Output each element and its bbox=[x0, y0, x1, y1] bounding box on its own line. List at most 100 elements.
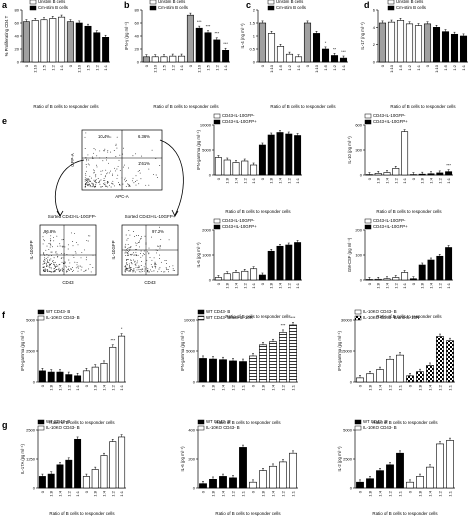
x-tick-label: 1:5 bbox=[206, 64, 211, 70]
bar-e3-s0-4 bbox=[250, 268, 258, 281]
x-tick-label: 1:2 bbox=[388, 490, 393, 496]
significance-mark: *** bbox=[197, 19, 202, 24]
bar-g2-s1-0 bbox=[249, 481, 257, 489]
bar-f3-s1-3 bbox=[436, 336, 444, 383]
y-tick-label: 2500 bbox=[343, 457, 353, 462]
x-tick-label: 1:2 bbox=[170, 64, 175, 70]
y-axis-label: IFN-γ (pg ml⁻¹) bbox=[124, 21, 129, 50]
bar-d-s1-2 bbox=[441, 31, 450, 63]
legend-label: Cm-stim B cells bbox=[396, 5, 426, 10]
bar-g2-s1-4 bbox=[289, 452, 297, 489]
bar-b-s1-2 bbox=[204, 32, 212, 63]
bar-e4-s1-4 bbox=[445, 247, 453, 281]
bar-g1-s1-3 bbox=[109, 441, 117, 489]
legend-swatch bbox=[213, 218, 221, 224]
legend-swatch bbox=[267, 5, 275, 11]
x-axis-label: Ratio of B cells to responder cells bbox=[372, 511, 438, 516]
x-tick-label: 1:8 bbox=[269, 282, 274, 288]
bar-g3-s0-1 bbox=[366, 478, 374, 489]
bar-b-s1-4 bbox=[222, 49, 230, 63]
y-axis-label: IL-2 (pg ml⁻¹) bbox=[337, 446, 342, 472]
bar-g1-s0-4 bbox=[74, 438, 82, 489]
legend-swatch bbox=[197, 315, 205, 321]
x-tick-label: 1:2 bbox=[286, 282, 291, 288]
bar-g3-s0-2 bbox=[376, 470, 384, 489]
x-tick-label: 1:4 bbox=[58, 384, 63, 390]
x-tick-label: 1:1 bbox=[251, 177, 256, 183]
bar-e3-s1-2 bbox=[276, 245, 284, 281]
bar-b-s0-1 bbox=[151, 56, 159, 63]
bar-e2-s1-4 bbox=[445, 171, 453, 176]
bar-e2-s0-4 bbox=[401, 131, 409, 176]
bar-d-s0-1 bbox=[387, 21, 396, 63]
significance-mark: *** bbox=[291, 315, 296, 320]
bar-d-s1-1 bbox=[432, 27, 441, 63]
bar-a-s0-0 bbox=[22, 21, 30, 63]
bar-a-s0-4 bbox=[58, 16, 66, 63]
significance-mark: *** bbox=[281, 322, 286, 327]
x-tick-label: 1:2 bbox=[393, 282, 398, 288]
bar-e1-s1-0 bbox=[258, 144, 266, 176]
legend-swatch bbox=[37, 425, 45, 431]
y-axis-label: IL-10 (pg ml⁻¹) bbox=[347, 136, 352, 164]
x-tick-label: 1:8 bbox=[93, 490, 98, 496]
bar-g3-s1-3 bbox=[436, 443, 444, 489]
x-axis-label: Ratio of B cells to responder cells bbox=[372, 420, 438, 425]
bar-e1-s1-2 bbox=[276, 132, 284, 176]
x-tick-label: 1:1 bbox=[402, 177, 407, 183]
x-tick-label: 0 bbox=[260, 177, 265, 180]
bar-g1-s1-4 bbox=[118, 436, 126, 489]
legend-label: CD43-IL-10GFP- bbox=[373, 113, 406, 118]
y-tick-label: 80 bbox=[135, 8, 140, 13]
bar-f3-s1-4 bbox=[446, 340, 454, 383]
y-tick-label: 0 bbox=[137, 60, 140, 65]
x-tick-label: 1:2 bbox=[438, 490, 443, 496]
legend-label: CD43-IL-10GFP- bbox=[222, 113, 255, 118]
bar-b-s0-3 bbox=[169, 55, 177, 63]
bar-c-s0-3 bbox=[285, 53, 294, 63]
flow-ylabel: IL-10GFP bbox=[111, 240, 116, 259]
x-tick-label: 1:4 bbox=[58, 490, 63, 496]
bar-e2-s1-1 bbox=[418, 173, 426, 176]
x-tick-label: 1:4 bbox=[385, 177, 390, 183]
x-tick-label: 0 bbox=[358, 490, 363, 493]
x-tick-label: 0 bbox=[216, 282, 221, 285]
y-tick-label: 5000 bbox=[186, 349, 196, 354]
y-tick-label: 100 bbox=[355, 253, 362, 258]
bar-f2-s0-1 bbox=[209, 358, 217, 383]
significance-mark: *** bbox=[446, 163, 451, 168]
legend-label: CD43+IL-10GFP+ bbox=[373, 224, 408, 229]
x-tick-label: 1:1 bbox=[398, 384, 403, 390]
bar-g2-s0-1 bbox=[209, 478, 217, 489]
x-tick-label: 1:5 bbox=[42, 64, 47, 70]
x-tick-label: 1:4 bbox=[429, 177, 434, 183]
legend-swatch bbox=[213, 113, 221, 119]
bar-f1-s0-2 bbox=[56, 371, 64, 383]
bar-f1-s0-1 bbox=[47, 371, 55, 383]
bar-e1-s1-1 bbox=[267, 134, 275, 176]
bar-e4-s0-3 bbox=[392, 277, 400, 281]
x-tick-label: 0 bbox=[260, 282, 265, 285]
y-tick-label: 5000 bbox=[26, 318, 36, 323]
x-tick-label: 0 bbox=[251, 384, 256, 387]
y-tick-label: 2 bbox=[373, 42, 376, 47]
bar-c-s1-0 bbox=[303, 22, 312, 63]
y-tick-label: 0 bbox=[33, 486, 36, 491]
y-axis-label: IL-17A (pg ml⁻¹) bbox=[20, 443, 25, 474]
x-tick-label: 0 bbox=[40, 384, 45, 387]
x-tick-label: 1:1 bbox=[75, 384, 80, 390]
x-tick-label: 1:1 bbox=[119, 384, 124, 390]
x-axis-label: Ratio of B cells to responder cells bbox=[225, 209, 291, 214]
bar-b-s1-0 bbox=[186, 14, 194, 63]
chart-f3: 0 15000 30000 0 1:8 1:4 1:2 1:1 0 1:8 1:4 1:2 1:1 IFN… bbox=[337, 309, 455, 425]
x-tick-label: 1:4 bbox=[234, 177, 239, 183]
y-tick-label: 1000 bbox=[202, 253, 212, 258]
x-tick-label: 1:1 bbox=[416, 64, 421, 70]
bar-f2-s1-0 bbox=[249, 355, 257, 383]
bar-a-s1-3 bbox=[93, 32, 101, 63]
legend-label: WT CD43- B bbox=[46, 419, 70, 424]
x-tick-label: 1:1 bbox=[295, 282, 300, 288]
bar-e1-s0-0 bbox=[214, 157, 222, 176]
y-tick-label: 2500 bbox=[26, 428, 36, 433]
